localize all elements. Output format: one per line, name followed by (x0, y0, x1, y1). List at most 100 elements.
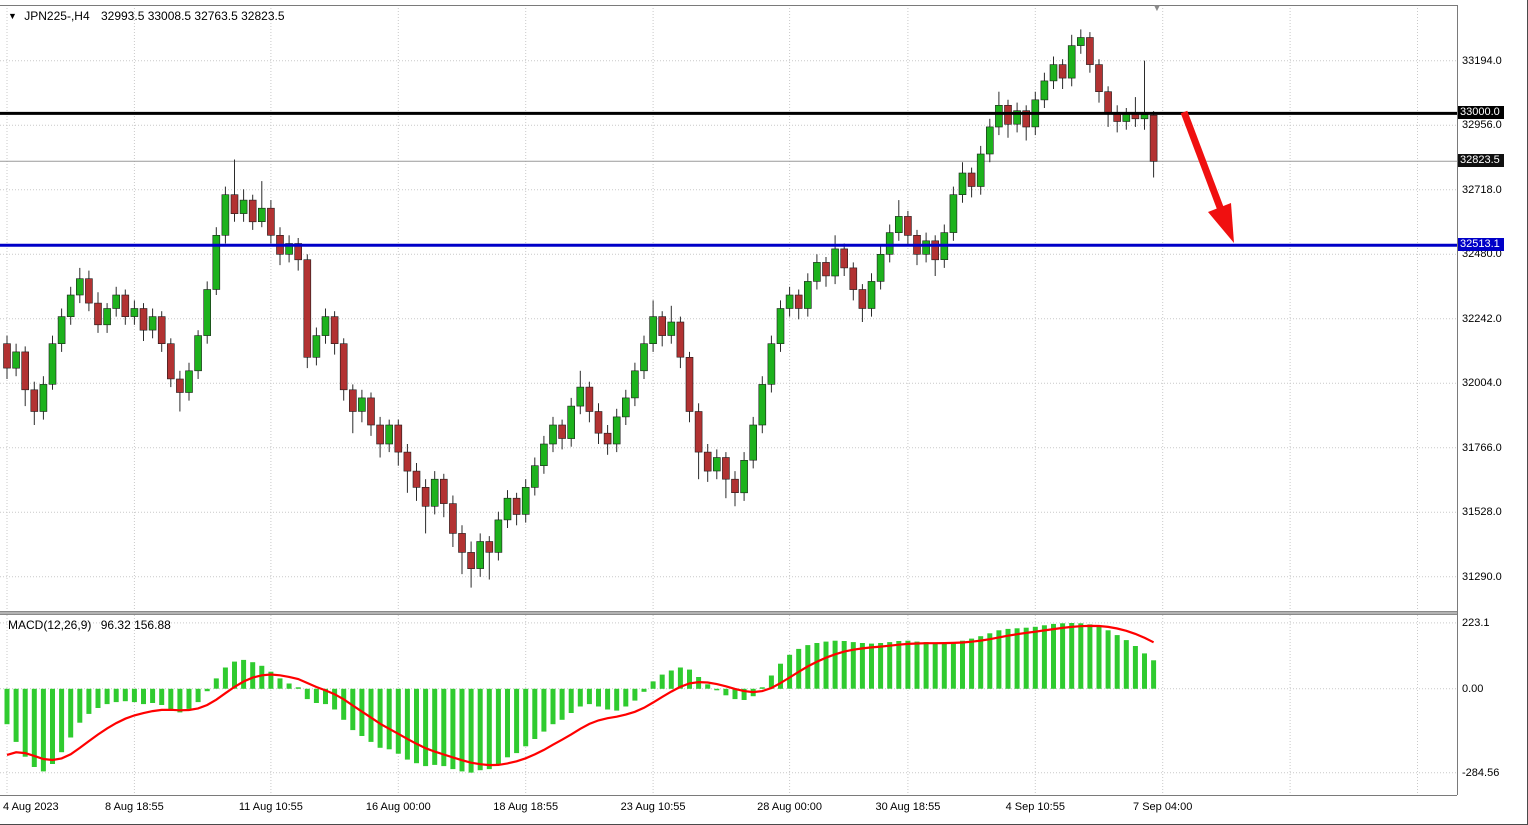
macd-signal-line (6, 624, 1155, 767)
candle-body (585, 386, 594, 412)
price-chart[interactable] (0, 5, 1457, 612)
macd-histogram-bar (950, 642, 956, 689)
candle-body (12, 351, 20, 369)
candle-body (285, 243, 293, 255)
candle-body (1049, 64, 1058, 82)
macd-histogram-bar (632, 688, 638, 701)
price-axis[interactable]: 33194.0 32956.0 32718.0 32480.0 32242.0 32004… (1458, 0, 1527, 824)
macd-histogram-bar (113, 688, 119, 703)
candle-body (676, 321, 685, 358)
candle-body (876, 254, 885, 282)
macd-histogram-bar (687, 669, 692, 689)
panel-separator[interactable] (0, 611, 1457, 615)
macd-histogram-bar (395, 688, 401, 754)
macd-histogram-bar (596, 688, 601, 707)
macd-histogram-bar (304, 688, 310, 700)
macd-histogram-bar (86, 688, 92, 714)
candle-body (267, 207, 275, 236)
macd-histogram-bar (1005, 628, 1011, 689)
time-label: 4 Aug 2023 (3, 801, 59, 813)
macd-histogram-bar (313, 688, 319, 703)
candle-body (512, 497, 521, 515)
candle-body (85, 278, 93, 304)
macd-histogram-bar (768, 675, 774, 689)
macd-histogram-bar (714, 688, 720, 691)
candle-body (430, 478, 439, 507)
candle-body (412, 470, 421, 488)
trend-arrow-shaft[interactable] (1180, 110, 1225, 212)
macd-histogram-bar (878, 643, 884, 689)
candle-body (1149, 114, 1158, 162)
macd-histogram-bar (869, 643, 874, 689)
trend-arrow-head[interactable] (1208, 203, 1234, 243)
macd-histogram-bar (386, 688, 392, 750)
macd-tick-label: -284.56 (1462, 766, 1500, 779)
macd-histogram-bar (277, 678, 283, 689)
macd-histogram-bar (31, 688, 37, 767)
macd-histogram-bar (577, 688, 583, 707)
macd-histogram-bar (59, 688, 65, 753)
macd-histogram-bar (1023, 627, 1029, 689)
candle-body (603, 432, 612, 445)
macd-histogram-bar (1078, 623, 1084, 689)
candle-body (776, 308, 785, 345)
candle-body (476, 541, 485, 569)
candle-body (376, 424, 384, 445)
ohlc-readout: 32993.5 33008.5 32763.5 32823.5 (100, 9, 285, 23)
candle-body (194, 335, 202, 372)
macd-histogram-bar (650, 681, 656, 689)
macd-histogram-bar (141, 688, 146, 705)
macd-histogram-bar (459, 688, 465, 772)
macd-histogram-bar (213, 678, 219, 689)
candle-body (785, 294, 794, 309)
candle-body (385, 424, 394, 445)
macd-histogram-bar (495, 688, 501, 764)
candle-body (3, 343, 11, 369)
candle-body (458, 533, 466, 553)
macd-indicator-chart[interactable] (0, 615, 1457, 795)
candle-body (631, 370, 639, 399)
macd-histogram-bar (159, 688, 165, 705)
macd-histogram-bar (614, 688, 620, 711)
autoscroll-shift-marker-icon[interactable]: ▼ (1152, 3, 1162, 14)
candle-body (731, 478, 739, 494)
candle-body (30, 389, 39, 412)
macd-histogram-bar (1114, 635, 1120, 689)
macd-histogram-bar (1060, 623, 1066, 689)
time-axis[interactable]: 4 Aug 2023 8 Aug 18:55 11 Aug 10:55 16 Aug … (0, 797, 1457, 824)
candle-body (949, 194, 958, 233)
macd-histogram-bar (668, 670, 674, 689)
macd-histogram-bar (887, 642, 893, 689)
candle-body (1077, 37, 1085, 46)
macd-histogram-bar (759, 687, 765, 689)
candle-body (858, 289, 867, 309)
macd-histogram-bar (1069, 623, 1075, 689)
macd-histogram-bar (241, 659, 247, 689)
candle-body (1104, 91, 1112, 114)
candle-body (967, 172, 976, 187)
macd-histogram-bar (477, 688, 483, 771)
price-tick-label: 31528.0 (1462, 506, 1502, 519)
time-label: 23 Aug 10:55 (620, 801, 686, 813)
candle-body (640, 343, 648, 372)
macd-histogram-bar (941, 643, 947, 689)
macd-histogram-bar (13, 688, 19, 742)
macd-histogram-bar (50, 688, 55, 764)
time-label: 18 Aug 18:55 (493, 801, 559, 813)
candle-body (321, 316, 330, 336)
symbol-dropdown-icon[interactable]: ▼ (8, 11, 17, 21)
price-tick-label: 31290.0 (1462, 570, 1502, 583)
candle-body (567, 405, 576, 439)
macd-histogram-bar (641, 688, 647, 692)
macd-histogram-bar (4, 688, 10, 725)
candle-body (439, 478, 448, 504)
macd-histogram-bar (468, 688, 474, 773)
macd-histogram-bar (450, 688, 456, 770)
time-label: 28 Aug 00:00 (757, 801, 823, 813)
macd-values: 96.32 156.88 (100, 618, 171, 632)
macd-histogram-bar (514, 688, 520, 754)
time-label: 4 Sep 10:55 (1005, 801, 1065, 813)
macd-histogram-bar (432, 688, 438, 765)
candle-body (148, 316, 157, 331)
candle-body (576, 386, 585, 407)
